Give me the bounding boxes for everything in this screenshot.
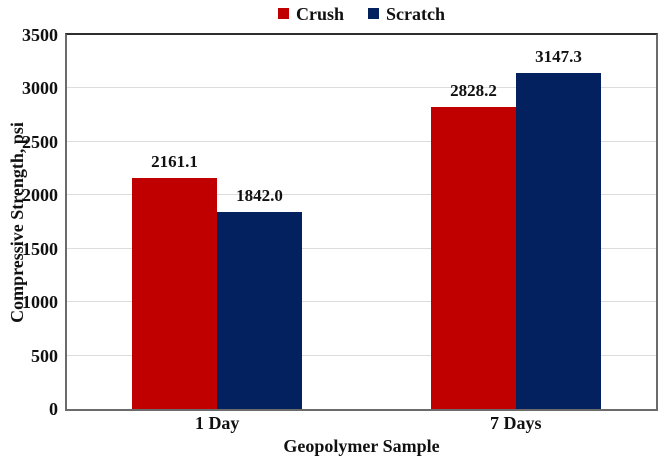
legend-label: Scratch <box>386 3 445 24</box>
gridline-3000 <box>67 87 656 89</box>
gridline-500 <box>67 354 656 356</box>
bar-scratch-7-days <box>516 73 601 409</box>
y-axis-ticks: 0 500 1000 1500 2000 2500 3000 3500 <box>0 26 58 418</box>
bar-crush-1-day <box>132 178 217 409</box>
y-tick-label-1000: 1000 <box>22 292 58 313</box>
bar-scratch-1-day <box>217 212 302 409</box>
gridline-1000 <box>67 301 656 303</box>
y-tick-label-500: 500 <box>31 345 58 366</box>
legend-swatch-scratch-icon <box>368 8 380 19</box>
x-axis-title: Geopolymer Sample <box>283 436 440 456</box>
bar-value-scratch-7-days: 3147.3 <box>535 47 582 67</box>
y-tick-label-2500: 2500 <box>22 131 58 152</box>
y-tick-label-3500: 3500 <box>22 25 58 45</box>
legend-item-crush: Crush <box>278 5 344 23</box>
gridline-2000 <box>67 194 656 196</box>
x-axis-labels: 1 Day 7 Days <box>65 414 658 436</box>
y-tick-label-1500: 1500 <box>22 238 58 259</box>
legend-label: Crush <box>296 3 345 24</box>
legend: Crush Scratch <box>65 0 658 27</box>
gridline-1500 <box>67 247 656 249</box>
bar-value-scratch-1-day: 1842.0 <box>236 186 283 206</box>
x-category-label-7-days: 7 Days <box>490 413 542 433</box>
y-tick-label-3000: 3000 <box>22 78 58 99</box>
legend-swatch-crush-icon <box>278 8 289 19</box>
y-tick-label-0: 0 <box>49 399 58 419</box>
plot-area: 2161.1 1842.0 2828.2 3147.3 <box>65 33 658 411</box>
x-category-label-1-day: 1 Day <box>194 413 240 433</box>
bar-crush-7-days <box>431 107 516 409</box>
bar-value-crush-1-day: 2161.1 <box>151 152 198 172</box>
y-tick-label-2000: 2000 <box>22 185 58 206</box>
gridline-2500 <box>67 140 656 142</box>
bar-value-crush-7-days: 2828.2 <box>450 81 497 101</box>
legend-item-scratch: Scratch <box>368 5 445 23</box>
